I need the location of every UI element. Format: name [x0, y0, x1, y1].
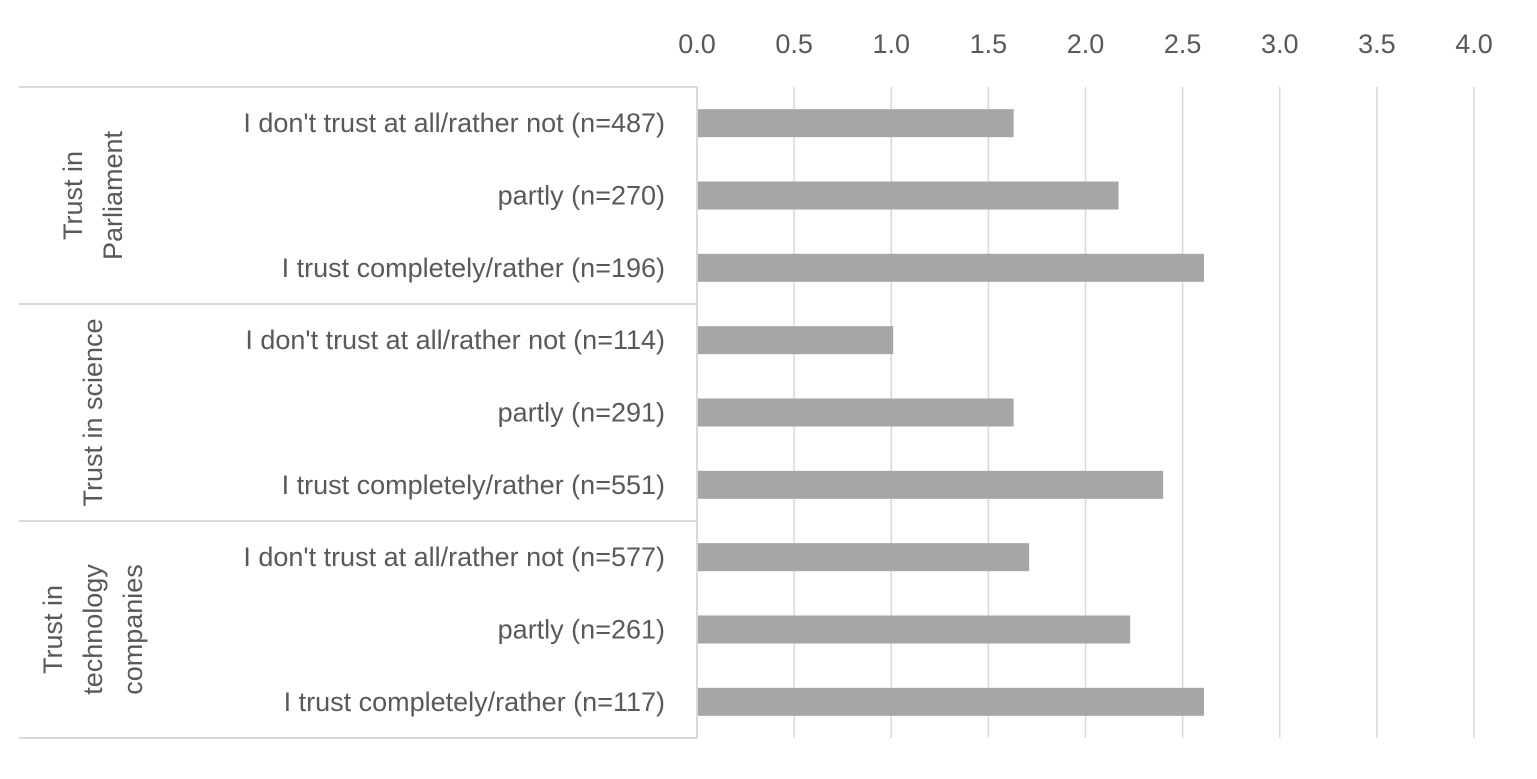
- x-tick-label: 3.5: [1358, 29, 1396, 59]
- category-label: partly (n=270): [498, 181, 665, 211]
- group-label: Trust in: [38, 585, 68, 674]
- bar: [698, 253, 1204, 282]
- x-tick-label: 2.0: [1067, 29, 1105, 59]
- x-tick-label: 2.5: [1164, 29, 1202, 59]
- group-labels: Trust in Parliament Trust in science Trust …: [38, 130, 148, 694]
- group-label: Trust in science: [78, 318, 108, 506]
- category-label: I trust completely/rather (n=551): [282, 470, 665, 500]
- category-label: I trust completely/rather (n=196): [282, 253, 665, 283]
- bar: [698, 398, 1014, 427]
- category-label: I don't trust at all/rather not (n=577): [243, 542, 665, 572]
- category-labels: I don't trust at all/rather not (n=487) p…: [243, 108, 665, 717]
- x-tick-label: 0.0: [678, 29, 716, 59]
- x-tick-label: 1.0: [872, 29, 910, 59]
- bar: [698, 687, 1204, 716]
- bars: [698, 109, 1204, 716]
- bar: [698, 109, 1014, 138]
- category-label: I trust completely/rather (n=117): [284, 687, 665, 717]
- x-tick-label: 3.0: [1261, 29, 1299, 59]
- x-axis-ticks: 0.0 0.5 1.0 1.5 2.0 2.5 3.0 3.5 4.0: [678, 29, 1493, 59]
- category-label: partly (n=291): [498, 398, 665, 428]
- bar: [698, 543, 1030, 572]
- category-label: I don't trust at all/rather not (n=487): [243, 108, 665, 138]
- category-table-frame: [19, 86, 698, 739]
- x-tick-label: 0.5: [775, 29, 813, 59]
- category-label: I don't trust at all/rather not (n=114): [245, 325, 665, 355]
- x-tick-label: 4.0: [1455, 29, 1493, 59]
- group-label: Trust in: [58, 151, 88, 240]
- bar: [698, 615, 1131, 644]
- bar: [698, 181, 1119, 210]
- category-label: partly (n=261): [498, 615, 665, 645]
- x-tick-label: 1.5: [970, 29, 1008, 59]
- bar: [698, 470, 1164, 499]
- bar: [698, 326, 894, 355]
- group-label: Parliament: [98, 130, 128, 260]
- group-label: companies: [118, 564, 148, 695]
- group-label: technology: [78, 564, 108, 695]
